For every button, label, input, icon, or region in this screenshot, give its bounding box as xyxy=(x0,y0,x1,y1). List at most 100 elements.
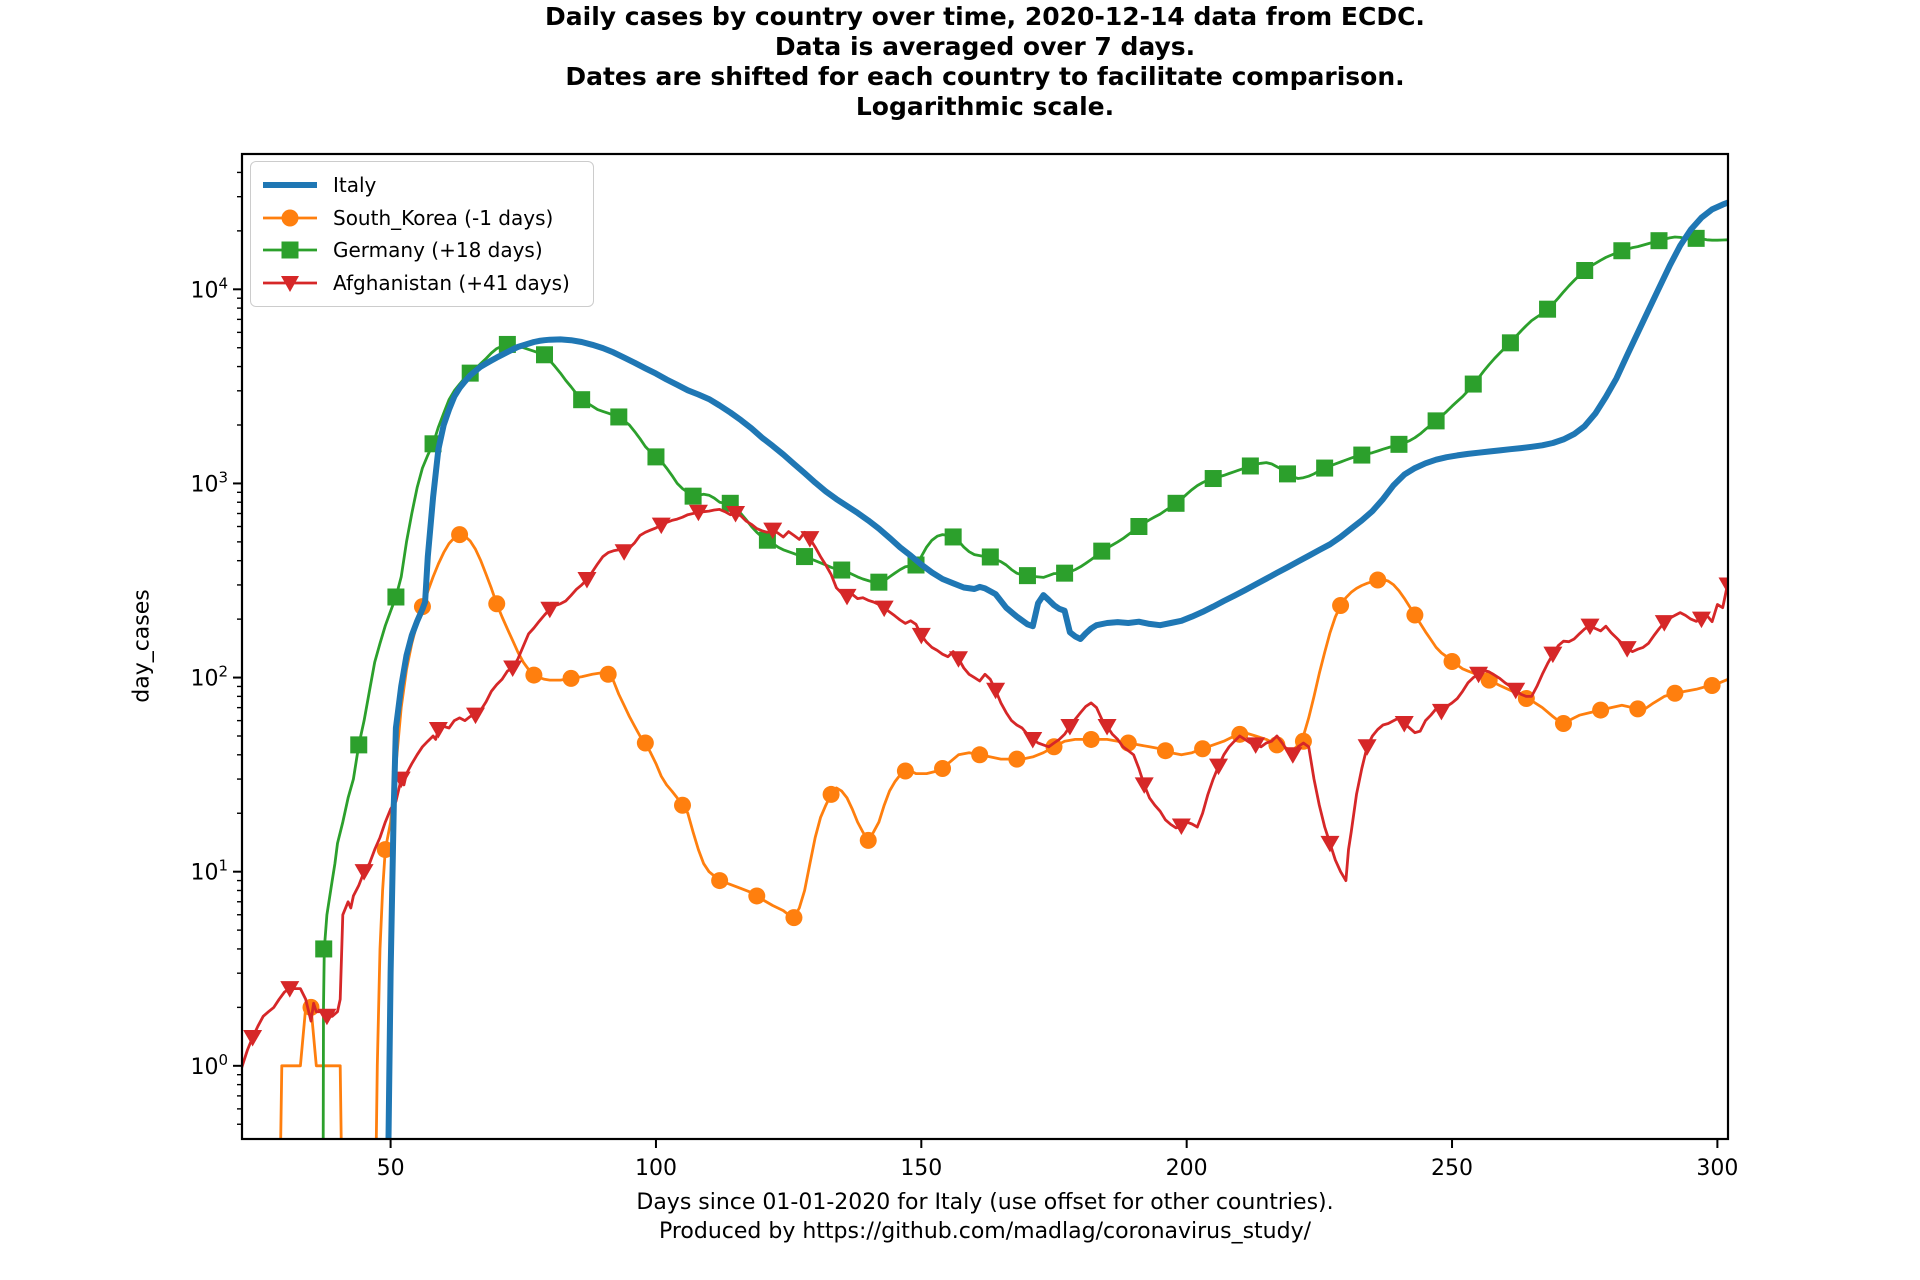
marker-triangle-afghanistan xyxy=(1060,718,1080,736)
marker-square-germany xyxy=(1613,242,1631,260)
square-swatch-icon xyxy=(263,241,317,259)
marker-square-germany xyxy=(796,548,814,566)
marker-circle-south_korea xyxy=(1008,750,1026,768)
x-tick-label: 200 xyxy=(1166,1156,1208,1181)
x-tick-label: 300 xyxy=(1696,1156,1738,1181)
marker-square-germany xyxy=(981,548,999,566)
marker-triangle-afghanistan xyxy=(540,601,560,619)
marker-triangle-afghanistan xyxy=(1357,739,1377,756)
legend-label: Germany (+18 days) xyxy=(333,238,543,263)
marker-triangle-afghanistan xyxy=(1580,618,1600,636)
x-axis-label-line2: Produced by https://github.com/madlag/co… xyxy=(658,1219,1312,1244)
marker-circle-south_korea xyxy=(451,526,469,544)
marker-square-germany xyxy=(610,408,628,426)
marker-circle-south_korea xyxy=(1443,652,1461,670)
y-axis-label: day_cases xyxy=(129,589,155,703)
marker-triangle-afghanistan xyxy=(763,522,783,540)
marker-circle-south_korea xyxy=(1629,700,1647,718)
marker-square-germany xyxy=(833,561,851,579)
marker-triangle-afghanistan xyxy=(1617,641,1637,658)
marker-triangle-afghanistan xyxy=(1691,611,1711,629)
legend-item-south_korea: South_Korea (-1 days) xyxy=(261,202,583,235)
marker-circle-south_korea xyxy=(1406,606,1424,624)
marker-circle-south_korea xyxy=(1666,684,1684,702)
legend-item-germany: Germany (+18 days) xyxy=(261,234,583,267)
marker-square-germany xyxy=(1056,564,1074,582)
marker-triangle-afghanistan xyxy=(651,517,671,535)
marker-triangle-afghanistan xyxy=(837,588,857,606)
marker-square-germany xyxy=(1204,470,1222,488)
marker-circle-south_korea xyxy=(748,887,766,905)
marker-circle-south_korea xyxy=(1045,738,1063,756)
marker-circle-south_korea xyxy=(599,665,617,683)
circle-swatch-icon xyxy=(263,209,317,227)
marker-circle-south_korea xyxy=(822,785,840,803)
chart-title-line-4: Logarithmic scale. xyxy=(855,92,1115,121)
marker-circle-south_korea xyxy=(1554,714,1572,732)
marker-triangle-afghanistan xyxy=(948,651,968,668)
x-axis-label-line1: Days since 01-01-2020 for Italy (use off… xyxy=(636,1190,1334,1215)
chart-title-line-2: Data is averaged over 7 days. xyxy=(774,32,1196,61)
marker-triangle-afghanistan xyxy=(317,1008,337,1026)
legend-label: Italy xyxy=(333,173,377,198)
marker-triangle-afghanistan xyxy=(1654,615,1674,632)
marker-triangle-afghanistan xyxy=(1506,682,1526,700)
marker-circle-south_korea xyxy=(711,872,729,890)
marker-triangle-afghanistan xyxy=(503,660,523,678)
marker-triangle-afghanistan xyxy=(614,544,634,561)
marker-triangle-afghanistan xyxy=(428,722,448,739)
marker-triangle-afghanistan xyxy=(986,682,1006,700)
series-line-italy xyxy=(385,199,1728,1139)
marker-triangle-afghanistan xyxy=(1718,577,1728,594)
chart-title: Daily cases by country over time, 2020-1… xyxy=(242,2,1728,122)
legend-label: Afghanistan (+41 days) xyxy=(333,270,570,295)
marker-circle-south_korea xyxy=(934,760,952,778)
y-tick-label: 100 xyxy=(190,1051,228,1080)
marker-square-germany xyxy=(387,588,405,606)
y-tick-label: 101 xyxy=(190,857,228,886)
marker-triangle-afghanistan xyxy=(911,627,931,645)
marker-triangle-afghanistan xyxy=(1320,835,1340,853)
marker-triangle-afghanistan xyxy=(1246,737,1266,754)
marker-triangle-afghanistan xyxy=(874,600,894,618)
marker-circle-south_korea xyxy=(376,841,394,859)
marker-circle-south_korea xyxy=(1156,742,1174,760)
marker-triangle-afghanistan xyxy=(280,981,300,998)
marker-square-germany xyxy=(1316,459,1334,477)
marker-square-germany xyxy=(1650,232,1668,250)
legend-item-afghanistan: Afghanistan (+41 days) xyxy=(261,267,583,300)
marker-circle-south_korea xyxy=(1332,597,1350,615)
marker-square-germany xyxy=(573,391,591,409)
marker-circle-south_korea xyxy=(896,762,914,780)
marker-circle-south_korea xyxy=(859,831,877,849)
triangle-down-swatch-icon xyxy=(263,275,317,292)
legend-box: Italy South_Korea (-1 days) Germany (+18 d… xyxy=(250,161,594,307)
marker-square-germany xyxy=(1353,446,1371,464)
marker-circle-south_korea xyxy=(562,669,580,687)
axes-spines xyxy=(240,152,1730,1141)
marker-square-germany xyxy=(315,940,333,958)
marker-triangle-afghanistan xyxy=(1134,777,1154,794)
marker-triangle-afghanistan xyxy=(1469,666,1489,684)
marker-triangle-afghanistan xyxy=(1097,718,1117,736)
marker-circle-south_korea xyxy=(1369,571,1387,589)
marker-square-germany xyxy=(350,736,368,754)
marker-circle-south_korea xyxy=(1703,677,1721,695)
marker-triangle-afghanistan xyxy=(577,571,597,589)
marker-square-germany xyxy=(1018,567,1036,585)
marker-square-germany xyxy=(1464,375,1482,393)
x-tick-label: 50 xyxy=(377,1156,405,1181)
marker-triangle-afghanistan xyxy=(1171,818,1191,835)
marker-triangle-afghanistan xyxy=(1394,715,1414,733)
marker-circle-south_korea xyxy=(785,909,803,927)
marker-square-germany xyxy=(1167,494,1185,512)
x-tick-label: 150 xyxy=(900,1156,942,1181)
marker-triangle-afghanistan xyxy=(466,707,486,725)
marker-square-germany xyxy=(1390,435,1408,453)
marker-circle-south_korea xyxy=(673,796,691,814)
x-tick-label: 100 xyxy=(635,1156,677,1181)
marker-circle-south_korea xyxy=(488,595,506,613)
marker-triangle-afghanistan xyxy=(243,1029,263,1047)
